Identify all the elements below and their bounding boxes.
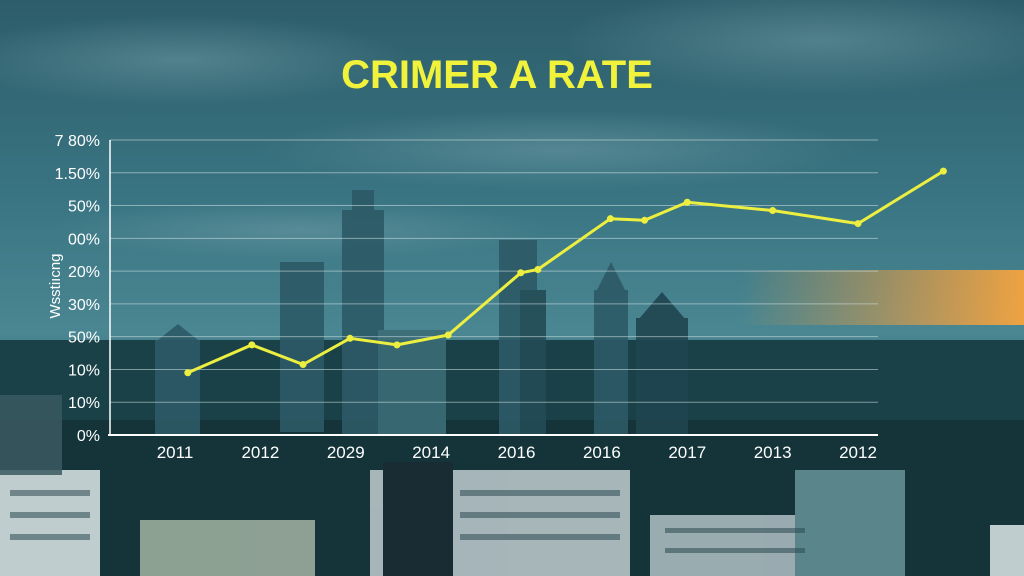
x-tick-label: 2013 — [754, 443, 792, 462]
data-point — [854, 220, 862, 228]
x-tick-label: 2016 — [498, 443, 536, 462]
y-tick-labels: 0% 10% 10% 50% 30% 20% 00% 50% 1.50% 7 80% — [55, 133, 100, 445]
data-point — [939, 167, 947, 175]
y-tick-label: 10% — [68, 362, 100, 379]
x-tick-label: 2014 — [412, 443, 450, 462]
data-point — [517, 269, 525, 277]
data-point — [683, 198, 691, 206]
y-tick-label: 1.50% — [55, 166, 100, 183]
data-points — [184, 167, 947, 377]
data-point — [346, 334, 354, 342]
grid-lines — [110, 139, 878, 403]
crime-rate-line — [187, 169, 945, 375]
x-tick-label: 2012 — [241, 443, 279, 462]
data-point — [248, 341, 256, 349]
x-tick-label: 2011 — [157, 443, 194, 462]
data-point — [184, 369, 192, 377]
y-tick-label: 30% — [68, 297, 100, 314]
y-tick-label: 50% — [68, 330, 100, 347]
data-point — [641, 216, 649, 224]
data-point — [444, 331, 452, 339]
data-point — [769, 206, 777, 214]
y-tick-label: 00% — [68, 231, 100, 248]
x-tick-labels: 2011 2012 2029 2014 2016 2016 2017 2013 2012 — [157, 443, 877, 462]
x-tick-label: 2017 — [668, 443, 706, 462]
y-tick-label: 10% — [68, 395, 100, 412]
x-tick-label: 2012 — [839, 443, 877, 462]
data-point — [393, 341, 401, 349]
x-tick-label: 2016 — [583, 443, 621, 462]
x-tick-label: 2029 — [327, 443, 365, 462]
y-tick-label: 7 80% — [55, 133, 100, 150]
data-point — [534, 265, 542, 273]
chart-title: CRIMER A RATE — [341, 53, 653, 97]
data-point — [606, 215, 614, 223]
y-tick-label: 20% — [68, 264, 100, 281]
y-tick-label: 50% — [68, 199, 100, 216]
y-tick-label: 0% — [77, 428, 100, 445]
data-point — [299, 361, 307, 369]
y-axis-label: Wsstiıcng — [47, 253, 64, 318]
